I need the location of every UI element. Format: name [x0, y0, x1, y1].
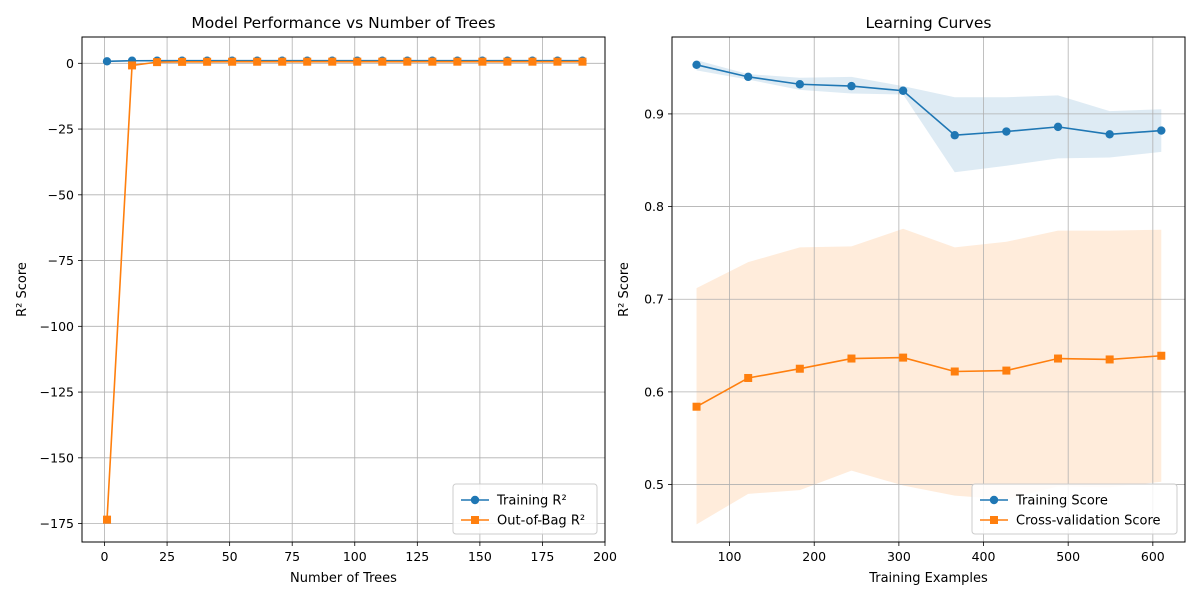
x-tick-label: 150	[468, 549, 492, 564]
series-line	[696, 354, 1162, 408]
legend-label: Cross-validation Score	[1016, 514, 1161, 529]
data-point	[428, 57, 437, 66]
data-point	[950, 367, 959, 376]
x-tick-label: 125	[405, 549, 429, 564]
plot-frame	[81, 36, 606, 543]
data-point	[1157, 351, 1166, 360]
x-tick-label: 200	[802, 549, 826, 564]
x-axis-label: Number of Trees	[290, 571, 397, 586]
data-point	[1105, 355, 1114, 364]
legend-box	[971, 483, 1178, 535]
series-line	[696, 64, 1162, 137]
data-point	[128, 61, 137, 70]
legend-marker	[471, 516, 479, 524]
data-point	[103, 515, 112, 524]
data-point	[899, 353, 908, 362]
chart-title: Model Performance vs Number of Trees	[191, 14, 495, 32]
data-point	[1105, 130, 1114, 139]
series-band	[696, 60, 1162, 173]
x-tick-label: 50	[222, 549, 238, 564]
x-tick-label: 500	[1056, 549, 1080, 564]
y-tick-label: −125	[40, 385, 74, 400]
data-point	[403, 57, 412, 66]
data-point	[203, 57, 212, 66]
data-point	[102, 57, 112, 66]
x-axis-label: Training Examples	[868, 571, 988, 586]
data-point	[328, 57, 337, 66]
x-tick-label: 600	[1141, 549, 1165, 564]
data-point	[1002, 366, 1011, 375]
y-tick-label: −75	[48, 253, 74, 268]
data-point	[278, 57, 287, 66]
y-tick-label: −100	[40, 319, 74, 334]
y-tick-label: 0.5	[644, 477, 664, 492]
chart-learning-curves: 100 200 300 400 500 600 0.5 0.6 0.7 0.8 0.9 Learni…	[617, 14, 1186, 586]
data-point	[744, 373, 753, 382]
data-point	[453, 57, 462, 66]
x-tick-label: 75	[284, 549, 300, 564]
y-tick-label: 0.7	[644, 292, 664, 307]
x-tick-label: 200	[593, 549, 617, 564]
data-point	[743, 72, 753, 82]
data-point	[795, 80, 805, 89]
data-point	[847, 81, 856, 91]
legend-label: Out-of-Bag R²	[497, 514, 585, 529]
series-line	[106, 60, 583, 520]
data-point	[528, 57, 537, 66]
data-point	[378, 57, 387, 66]
data-point	[578, 57, 587, 66]
data-point	[303, 57, 312, 66]
plot-frame	[671, 36, 1186, 543]
legend-marker	[990, 516, 998, 524]
legend-marker	[989, 495, 999, 505]
y-tick-label: 0	[66, 56, 74, 71]
x-tick-label: 0	[101, 549, 109, 564]
chart-title: Learning Curves	[865, 14, 991, 32]
x-tick-label: 175	[531, 549, 555, 564]
data-point	[228, 57, 237, 66]
data-point	[795, 364, 804, 373]
y-axis-label: R² Score	[617, 262, 632, 317]
legend-marker	[470, 495, 480, 505]
y-tick-label: 0.6	[644, 384, 664, 399]
data-point	[898, 86, 908, 95]
data-point	[847, 354, 856, 363]
series-band	[696, 228, 1162, 525]
x-tick-label: 400	[972, 549, 996, 564]
data-point	[692, 402, 701, 411]
data-point	[950, 131, 959, 140]
y-tick-label: −150	[40, 450, 74, 465]
data-point	[1157, 126, 1166, 135]
legend: Training Score Cross-validation Score	[971, 483, 1178, 535]
y-axis-label: R² Score	[15, 262, 30, 317]
data-point	[553, 57, 562, 66]
y-tick-label: 0.8	[644, 199, 664, 214]
data-point	[1002, 127, 1011, 136]
chart-model-performance: 0 25 50 75 100 125 150 175 200 0 −25 −50 −75 −100 −125…	[15, 14, 617, 586]
data-point	[1054, 354, 1063, 363]
y-tick-label: −25	[48, 122, 74, 137]
data-point	[1053, 122, 1063, 132]
y-tick-label: 0.9	[644, 106, 664, 121]
data-point	[253, 57, 262, 66]
legend-label: Training R²	[496, 494, 567, 509]
legend-label: Training Score	[1015, 494, 1108, 509]
data-point	[503, 57, 512, 66]
data-point	[178, 57, 187, 66]
legend: Training R² Out-of-Bag R²	[452, 483, 598, 535]
data-point	[692, 60, 701, 69]
legend-box	[452, 483, 598, 535]
data-point	[153, 58, 162, 67]
data-point	[353, 57, 362, 66]
x-tick-label: 100	[718, 549, 742, 564]
x-tick-label: 25	[159, 549, 175, 564]
x-tick-label: 300	[887, 549, 911, 564]
y-tick-label: −175	[40, 516, 74, 531]
y-tick-label: −50	[48, 187, 74, 202]
x-tick-label: 100	[343, 549, 367, 564]
data-point	[478, 57, 487, 66]
